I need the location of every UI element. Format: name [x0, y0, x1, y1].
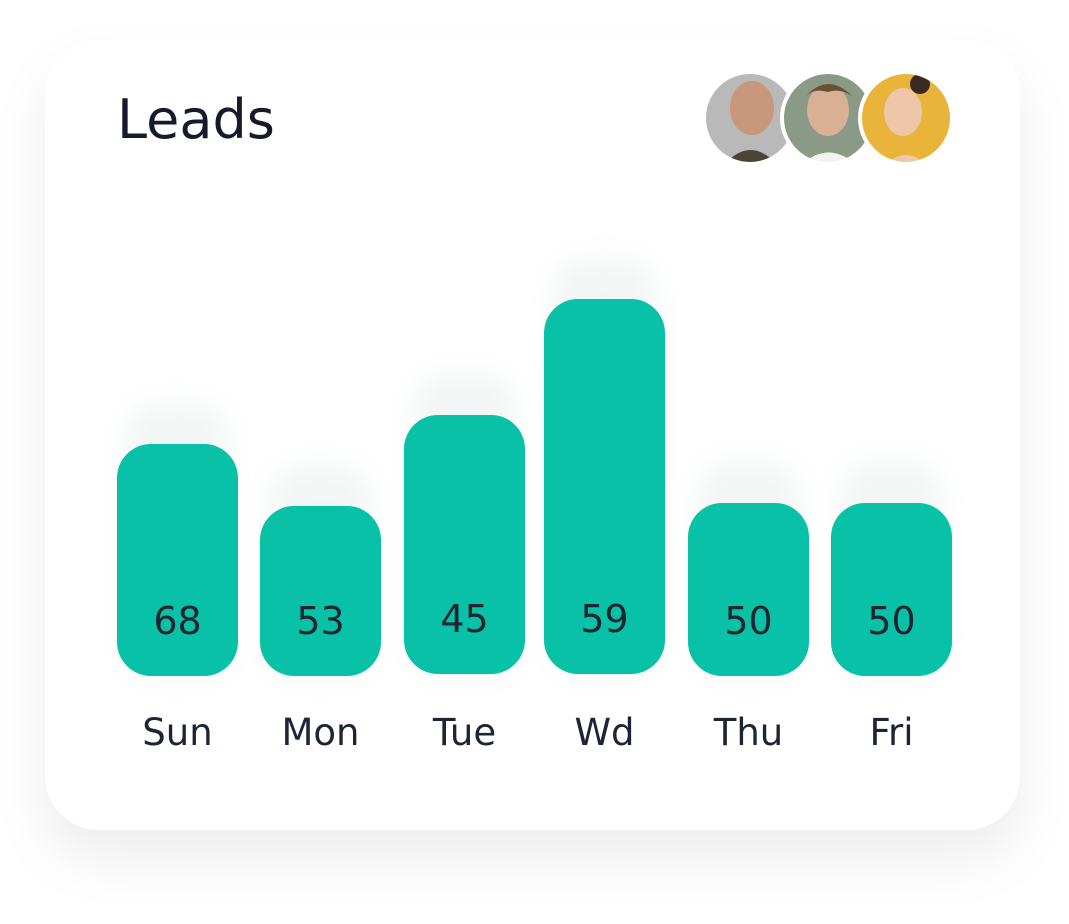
bar-value: 59	[580, 597, 628, 641]
labels: 68 Sun 53 Mon 45 Tue 59 Wd 50 Thu 50 Fri	[142, 597, 915, 754]
day-label: Mon	[281, 711, 359, 754]
bar-value: 45	[440, 597, 488, 641]
bar	[544, 299, 665, 674]
bar-value: 53	[296, 599, 344, 643]
bar-value: 68	[153, 599, 201, 643]
bar-value: 50	[724, 599, 772, 643]
bar	[688, 503, 809, 676]
day-label: Tue	[432, 711, 496, 754]
bars	[117, 259, 952, 676]
avatars	[702, 70, 954, 166]
bar	[117, 444, 238, 676]
bar	[831, 503, 952, 676]
bar	[260, 506, 381, 676]
day-label: Thu	[713, 711, 784, 754]
day-label: Sun	[142, 711, 212, 754]
card-title: Leads	[117, 88, 275, 151]
day-label: Fri	[869, 711, 913, 754]
bar-value: 50	[867, 599, 915, 643]
avatar	[782, 72, 874, 164]
bar	[404, 415, 525, 674]
avatar	[860, 72, 952, 164]
day-label: Wd	[574, 711, 634, 754]
